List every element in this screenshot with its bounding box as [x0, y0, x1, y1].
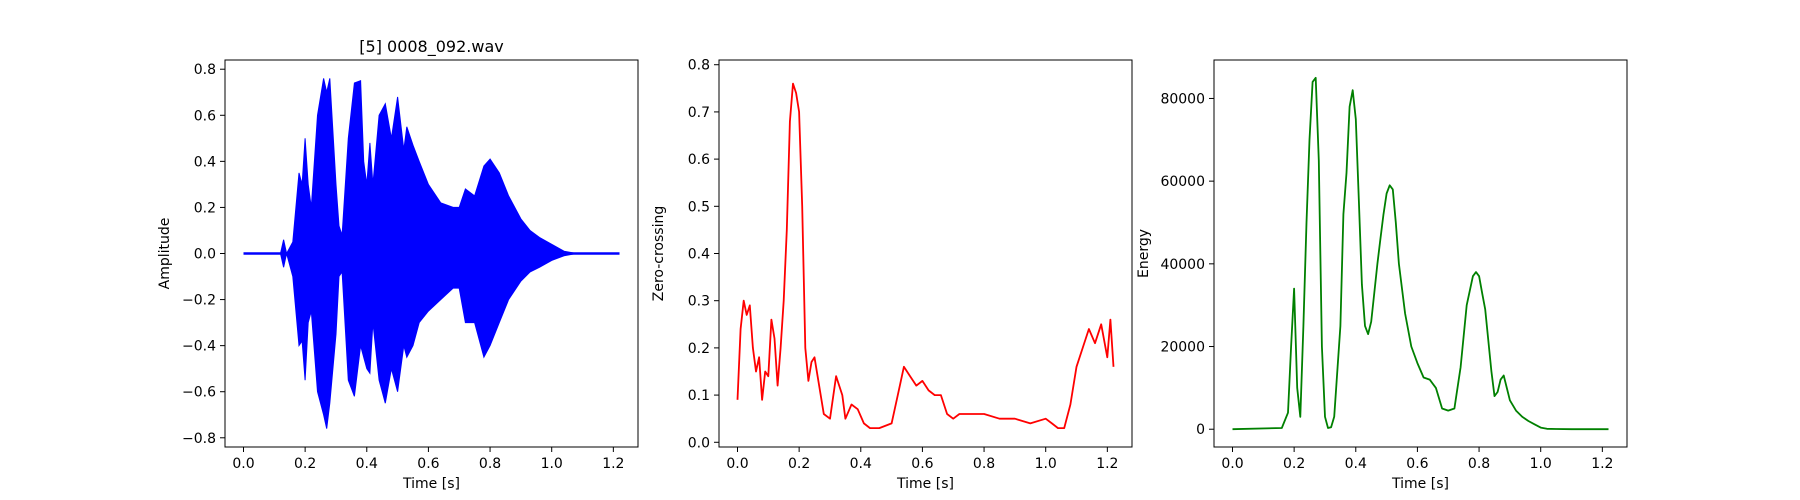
- zero-crossing-y-tick-label: 0.2: [688, 341, 710, 357]
- energy-y-axis-label: Energy: [1136, 229, 1152, 278]
- energy-x-tick-label: 0.0: [1221, 456, 1243, 472]
- energy-panel: 0.0 0.2 0.4 0.6 0.8 1.0 1.2 0 20000 40000 60000 800…: [1136, 59, 1628, 492]
- energy-x-tick-label: 0.2: [1283, 456, 1305, 472]
- zero-crossing-y-tick-label: 0.8: [688, 58, 710, 74]
- zero-crossing-x-tick-label: 0.0: [726, 456, 748, 472]
- amplitude-y-tick-label: −0.4: [182, 339, 216, 355]
- energy-y-tick-label: 80000: [1160, 91, 1205, 107]
- energy-x-tick-label: 0.8: [1468, 456, 1490, 472]
- amplitude-y-tick-label: 0.4: [194, 154, 216, 170]
- zero-crossing-y-tick-label: 0.1: [688, 388, 710, 404]
- energy-x-tick-label: 1.0: [1530, 456, 1552, 472]
- zero-crossing-ticks: 0.0 0.2 0.4 0.6 0.8 1.0 1.2 0.0 0.1 0.2 0.3 0.4 0.5 0…: [688, 58, 1119, 472]
- zero-crossing-x-tick-label: 1.0: [1035, 456, 1057, 472]
- amplitude-y-tick-label: 0.6: [194, 108, 216, 124]
- zero-crossing-x-axis-label: Time [s]: [896, 476, 954, 492]
- energy-y-tick-label: 0: [1196, 422, 1205, 438]
- amplitude-plot-area: [243, 78, 620, 429]
- zero-crossing-y-tick-label: 0.7: [688, 105, 710, 121]
- energy-plot-area: [1232, 76, 1609, 431]
- energy-y-tick-label: 60000: [1160, 174, 1205, 190]
- zero-crossing-panel: 0.0 0.2 0.4 0.6 0.8 1.0 1.2 0.0 0.1 0.2 0.3 0.4 0.5 0…: [651, 58, 1133, 492]
- zero-crossing-x-tick-label: 0.8: [973, 456, 995, 472]
- amplitude-panel: 0.0 0.2 0.4 0.6 0.8 1.0 1.2 −0.8 −0.6 −0.4 −0.2 0.0…: [157, 37, 639, 492]
- amplitude-y-tick-label: 0.8: [194, 62, 216, 78]
- amplitude-y-tick-label: −0.8: [182, 431, 216, 447]
- zero-crossing-x-tick-label: 0.6: [911, 456, 933, 472]
- amplitude-x-tick-label: 0.4: [356, 456, 378, 472]
- zero-crossing-x-tick-label: 0.2: [788, 456, 810, 472]
- zero-crossing-series-line: [736, 82, 1115, 430]
- energy-ticks: 0.0 0.2 0.4 0.6 0.8 1.0 1.2 0 20000 40000 60000 800…: [1160, 91, 1613, 472]
- energy-x-tick-label: 0.4: [1345, 456, 1367, 472]
- energy-series-line: [1232, 76, 1609, 431]
- zero-crossing-y-tick-label: 0.6: [688, 152, 710, 168]
- zero-crossing-axes-frame: [718, 59, 1133, 448]
- energy-x-axis-label: Time [s]: [1391, 476, 1449, 492]
- amplitude-ticks: 0.0 0.2 0.4 0.6 0.8 1.0 1.2 −0.8 −0.6 −0.4 −0.2 0.0…: [182, 62, 624, 472]
- amplitude-x-axis-label: Time [s]: [402, 476, 460, 492]
- energy-y-tick-label: 40000: [1160, 257, 1205, 273]
- amplitude-y-tick-label: −0.6: [182, 385, 216, 401]
- amplitude-y-tick-label: 0.0: [194, 247, 216, 263]
- amplitude-x-tick-label: 0.8: [479, 456, 501, 472]
- energy-x-tick-label: 1.2: [1591, 456, 1613, 472]
- zero-crossing-x-tick-label: 0.4: [850, 456, 872, 472]
- zero-crossing-y-tick-label: 0.3: [688, 294, 710, 310]
- amplitude-y-tick-label: 0.2: [194, 200, 216, 216]
- amplitude-y-tick-label: −0.2: [182, 293, 216, 309]
- amplitude-x-tick-label: 0.0: [232, 456, 254, 472]
- amplitude-chart-title: [5] 0008_092.wav: [359, 37, 503, 57]
- amplitude-x-tick-label: 1.2: [602, 456, 624, 472]
- zero-crossing-x-tick-label: 1.2: [1096, 456, 1118, 472]
- zero-crossing-y-tick-label: 0.0: [688, 435, 710, 451]
- amplitude-x-tick-label: 0.2: [294, 456, 316, 472]
- energy-axes-frame: [1213, 59, 1628, 448]
- zero-crossing-y-axis-label: Zero-crossing: [651, 206, 667, 301]
- zero-crossing-y-tick-label: 0.5: [688, 199, 710, 215]
- zero-crossing-y-tick-label: 0.4: [688, 247, 710, 263]
- zero-crossing-plot-area: [736, 82, 1115, 430]
- amplitude-y-axis-label: Amplitude: [157, 218, 173, 290]
- energy-x-tick-label: 0.6: [1406, 456, 1428, 472]
- amplitude-x-tick-label: 1.0: [541, 456, 563, 472]
- energy-y-tick-label: 20000: [1160, 340, 1205, 356]
- amplitude-x-tick-label: 0.6: [417, 456, 439, 472]
